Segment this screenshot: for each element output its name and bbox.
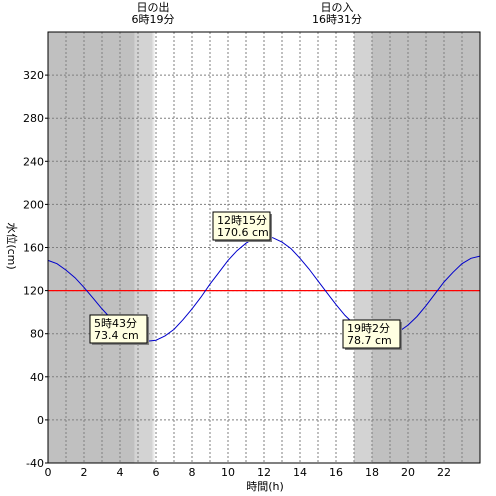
callout-time: 5時43分 [94,317,137,330]
sunset-time: 16時31分 [312,13,362,26]
x-axis-title: 時間(h) [246,480,284,493]
callout-time: 19時2分 [347,322,390,335]
y-tick-label: 120 [23,285,44,298]
y-tick-label: 80 [30,328,44,341]
x-tick-label: 2 [81,466,88,479]
y-tick-label: 40 [30,371,44,384]
y-tick-label: 280 [23,112,44,125]
y-tick-label: 0 [37,414,44,427]
callout-box [342,319,401,349]
twilight-band [134,32,153,463]
y-tick-label: -40 [26,457,44,470]
y-axis-title: 水位(cm) [5,222,19,269]
callout-value: 73.4 cm [94,329,139,342]
y-tick-label: 200 [23,198,44,211]
x-tick-label: 14 [293,466,307,479]
callout-value: 170.6 cm [217,226,269,239]
y-tick-label: 160 [23,242,44,255]
x-tick-label: 12 [257,466,271,479]
y-tick-label: 320 [23,69,44,82]
sunset-label: 日の入 [321,1,354,14]
x-tick-label: 0 [45,466,52,479]
callout-value: 78.7 cm [347,334,392,347]
x-tick-label: 20 [401,466,415,479]
x-tick-label: 8 [189,466,196,479]
x-tick-label: 16 [329,466,343,479]
x-tick-label: 6 [153,466,160,479]
sunrise-time: 6時19分 [132,13,175,26]
x-tick-label: 10 [221,466,235,479]
x-tick-label: 4 [117,466,124,479]
x-tick-label: 22 [437,466,451,479]
sunrise-label: 日の出 [137,0,170,14]
callout-time: 12時15分 [217,214,267,227]
callout-box [89,314,148,344]
y-tick-label: 240 [23,155,44,168]
twilight-band [354,32,372,463]
callout-box [212,211,271,241]
x-tick-label: 18 [365,466,379,479]
